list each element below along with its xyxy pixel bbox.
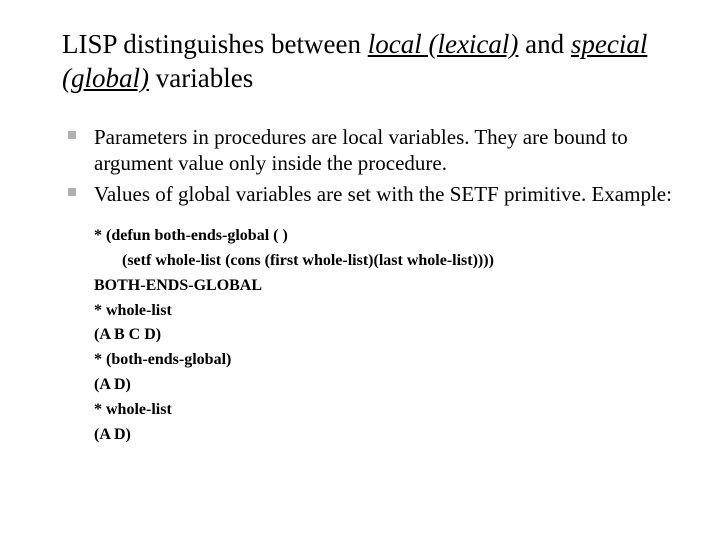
bullet-text: Values of global variables are set with … [94,182,672,206]
title-italic-1: local (lexical) [368,29,519,59]
bullet-marker-icon [68,131,76,139]
slide: LISP distinguishes between local (lexica… [0,0,720,540]
bullet-list: Parameters in procedures are local varia… [68,124,680,209]
code-line: (A D) [94,373,680,398]
title-part1: LISP distinguishes between [62,29,368,59]
code-block: * (defun both-ends-global ( ) (setf whol… [94,224,680,447]
title-part2: and [518,29,570,59]
slide-title: LISP distinguishes between local (lexica… [62,28,680,96]
code-line: (A D) [94,423,680,448]
bullet-item: Parameters in procedures are local varia… [68,124,680,178]
code-line: (A B C D) [94,323,680,348]
title-part3: variables [149,63,253,93]
code-line: (setf whole-list (cons (first whole-list… [94,249,680,274]
code-line: * whole-list [94,299,680,324]
bullet-text: Parameters in procedures are local varia… [94,125,628,176]
code-line: * (both-ends-global) [94,348,680,373]
code-line: BOTH-ENDS-GLOBAL [94,274,680,299]
code-line: * whole-list [94,398,680,423]
code-line: * (defun both-ends-global ( ) [94,224,680,249]
bullet-item: Values of global variables are set with … [68,181,680,208]
bullet-marker-icon [68,188,76,196]
